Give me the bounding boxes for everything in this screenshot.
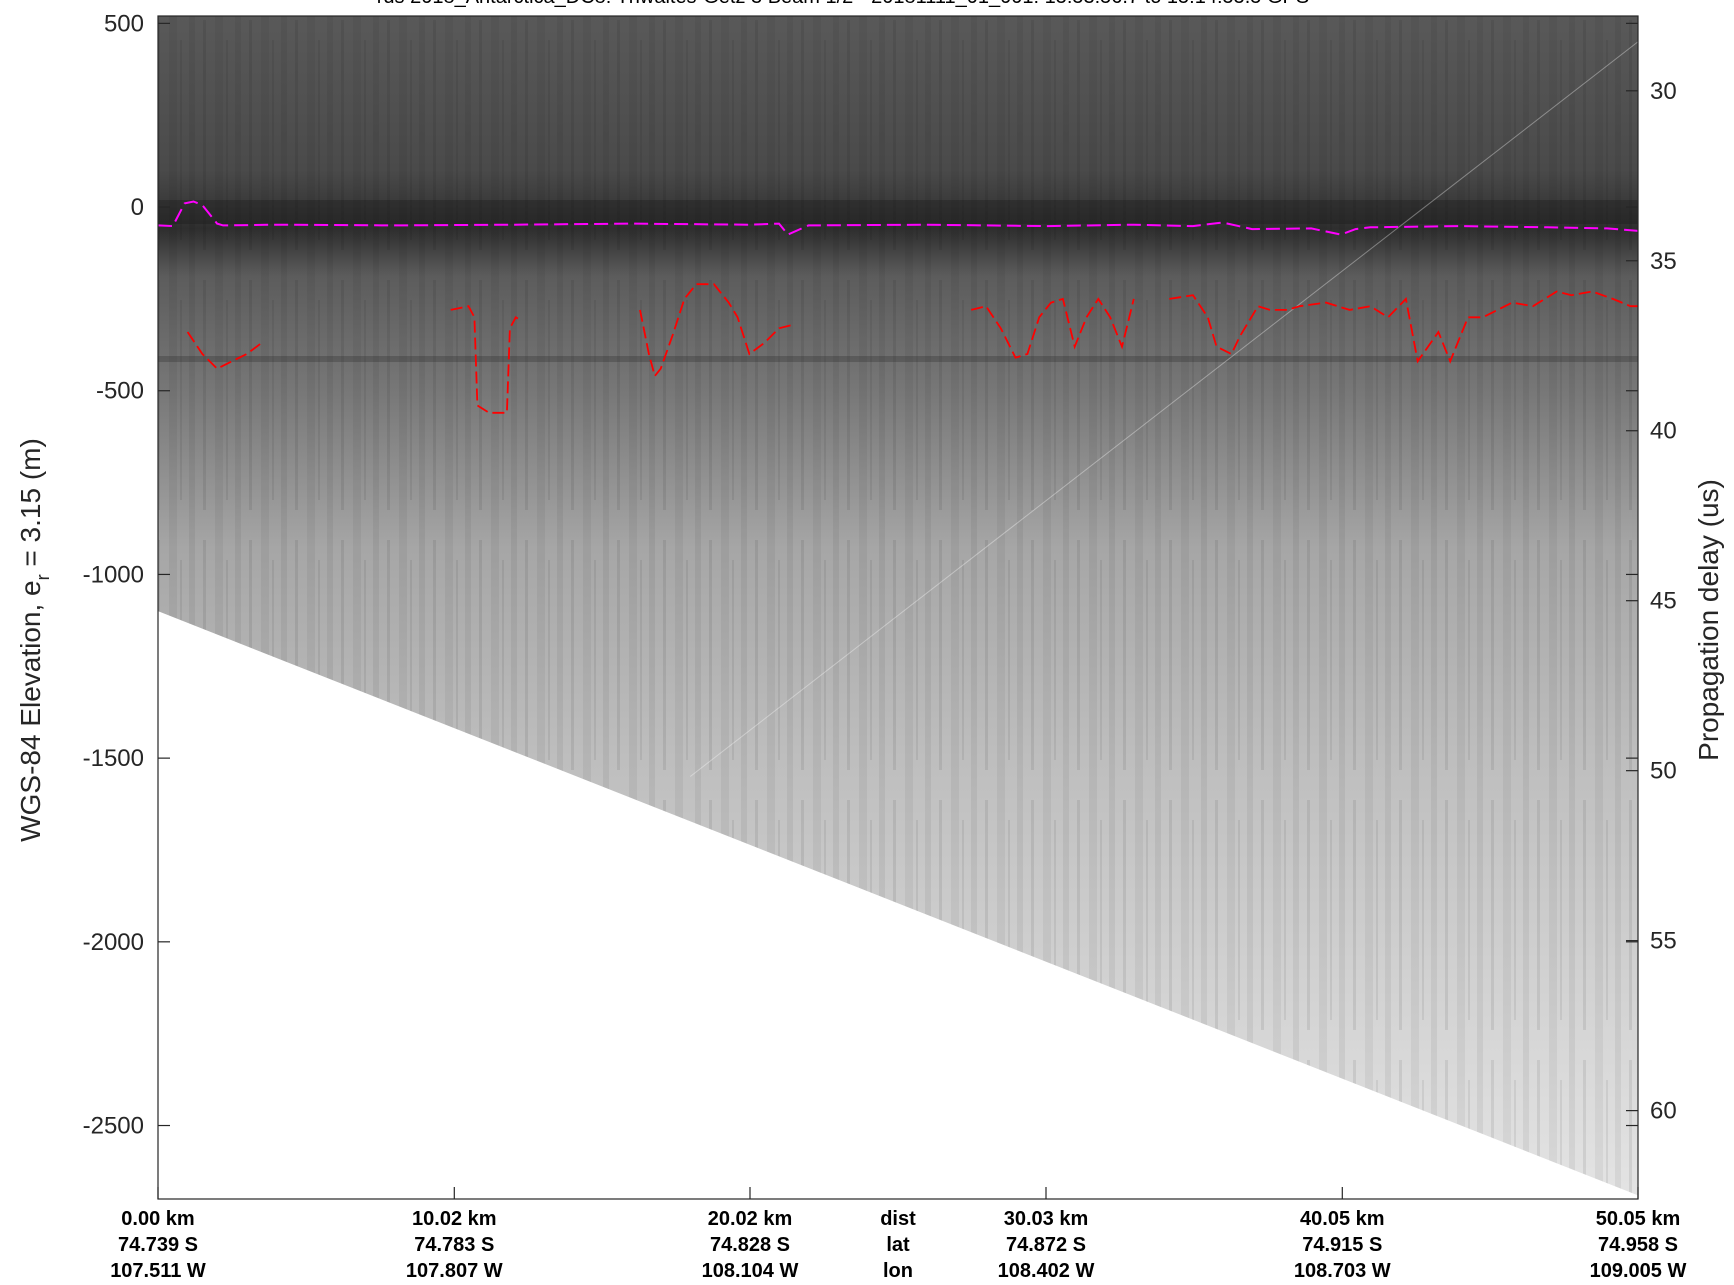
x-row-caption-lon: lon	[883, 1260, 913, 1282]
axes-box	[157, 15, 1639, 1200]
x-tick-label-lon: 107.807 W	[406, 1260, 503, 1282]
left-tick-label: -500	[96, 378, 144, 405]
surface-band	[158, 200, 1638, 224]
left-axis-label-units: = 3.15 (m)	[15, 438, 46, 574]
x-tick-label-lat: 74.872 S	[1006, 1234, 1086, 1256]
x-tick-label-dist: 30.03 km	[1004, 1208, 1089, 1230]
right-tick-label: 45	[1650, 588, 1677, 615]
x-tick-label-lat: 74.783 S	[414, 1234, 494, 1256]
bed-pick-line	[970, 297, 1135, 359]
left-tick-label: 500	[104, 10, 144, 37]
faint-horizontal-band	[158, 356, 1638, 362]
x-tick-label-lon: 108.402 W	[998, 1260, 1095, 1282]
x-tick-label-dist: 0.00 km	[121, 1208, 194, 1230]
layer-picks	[158, 200, 1638, 414]
x-tick-label-lon: 107.511 W	[110, 1260, 206, 1282]
left-tick-label: -1500	[83, 745, 144, 772]
left-tick-label: -2000	[83, 929, 144, 956]
bed-pick-line	[186, 331, 263, 370]
left-axis: 500 0 -500 -1000 -1500 -2000 -2500	[83, 10, 1638, 1140]
svg-text:WGS-84 Elevation, er = 3.15 (m: WGS-84 Elevation, er = 3.15 (m)	[15, 438, 53, 842]
right-axis: 30 35 40 45 50 55 60	[1626, 78, 1677, 1125]
left-axis-label: WGS-84 Elevation, er = 3.15 (m)	[15, 438, 53, 842]
no-data-region	[158, 611, 1638, 1199]
x-row-caption-lat: lat	[886, 1234, 910, 1256]
diagonal-artifact-line	[689, 41, 1638, 777]
right-tick-label: 60	[1650, 1098, 1677, 1125]
x-tick-label-lat: 74.828 S	[710, 1234, 790, 1256]
x-tick-label-lat: 74.739 S	[118, 1234, 198, 1256]
x-tick-label-lon: 108.104 W	[702, 1260, 799, 1282]
x-tick-label-dist: 10.02 km	[412, 1208, 497, 1230]
left-axis-label-subscript: r	[33, 574, 53, 580]
left-tick-label: 0	[131, 194, 144, 221]
x-axis: 0.00 km 74.739 S 107.511 W 10.02 km 74.783 S…	[110, 1187, 1686, 1282]
bed-pick-line	[450, 305, 523, 414]
right-tick-label: 50	[1650, 758, 1677, 785]
x-tick-label-lon: 109.005 W	[1590, 1260, 1687, 1282]
right-tick-label: 40	[1650, 418, 1677, 445]
x-tick-label-lat: 74.958 S	[1598, 1234, 1678, 1256]
left-axis-label-main: WGS-84 Elevation, e	[15, 580, 46, 841]
left-tick-label: -1000	[83, 561, 144, 588]
right-tick-label: 30	[1650, 78, 1677, 105]
x-row-caption-dist: dist	[880, 1208, 916, 1230]
surface-pick-line	[158, 200, 1638, 236]
right-tick-label: 55	[1650, 928, 1677, 955]
figure-title: rds 2018_Antarctica_DC8: Thwaites-Getz 3…	[377, 0, 1309, 8]
bed-pick-line	[1169, 290, 1638, 364]
right-axis-label: Propagation delay (us)	[1693, 479, 1724, 761]
bed-pick-line	[639, 283, 795, 378]
x-tick-label-dist: 20.02 km	[708, 1208, 793, 1230]
x-tick-label-dist: 40.05 km	[1300, 1208, 1385, 1230]
right-tick-label: 35	[1650, 248, 1677, 275]
x-tick-label-lat: 74.915 S	[1302, 1234, 1382, 1256]
x-tick-label-lon: 108.703 W	[1294, 1260, 1391, 1282]
x-tick-label-dist: 50.05 km	[1596, 1208, 1681, 1230]
plot-area	[158, 16, 1638, 1199]
left-tick-label: -2500	[83, 1113, 144, 1140]
